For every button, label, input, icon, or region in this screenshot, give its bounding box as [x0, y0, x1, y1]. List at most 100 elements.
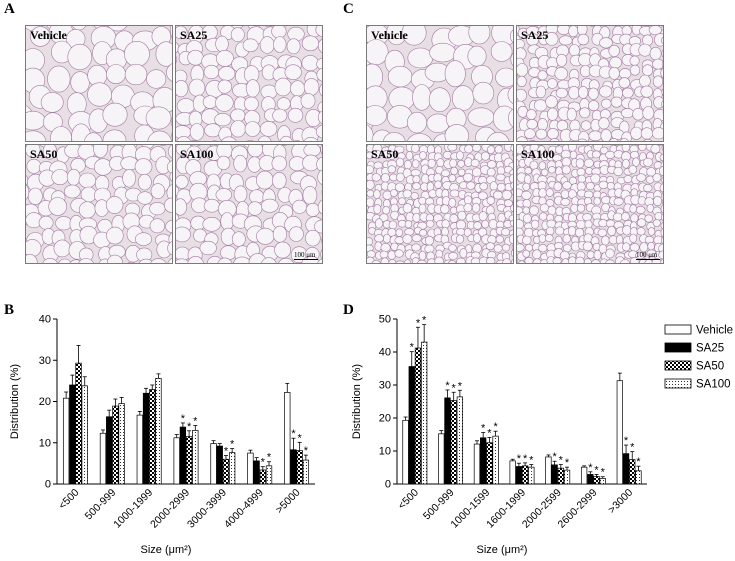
adipocyte-cell: [508, 108, 513, 128]
adipocyte-cell: [372, 149, 382, 159]
y-tick-label: 40: [39, 314, 51, 326]
adipocyte-cell: [395, 157, 405, 167]
adipocyte-cell: [402, 203, 413, 214]
bar-sa50-6: [629, 459, 636, 485]
adipocyte-cell: [259, 121, 278, 137]
image-label: SA50: [371, 147, 399, 161]
adipocyte-cell: [535, 128, 548, 140]
image-label: SA100: [180, 147, 214, 161]
bar-sa100-5: [265, 465, 273, 485]
bar-vehicle-0: [62, 397, 70, 485]
bar-sa50-5: [593, 476, 600, 485]
adipocyte-cell: [479, 182, 488, 191]
adipocyte-cell: [471, 202, 481, 213]
x-tick-label: >3000: [606, 487, 635, 516]
adipocyte-cell: [635, 251, 646, 260]
y-tick-label: 50: [379, 314, 391, 326]
significance-marker: *: [304, 445, 309, 457]
adipocyte-cell: [202, 217, 221, 232]
micrograph-a-sa50: SA50: [25, 144, 173, 264]
adipocyte-cell: [106, 226, 124, 245]
adipocyte-cell: [102, 129, 127, 141]
adipocyte-cell: [588, 87, 599, 100]
adipocyte-cell: [155, 41, 172, 67]
adipocyte-cell: [661, 60, 663, 68]
micrograph-a-vehicle: Vehicle: [25, 25, 173, 142]
significance-marker: *: [181, 413, 186, 425]
significance-marker: *: [445, 380, 450, 392]
adipocyte-cell: [644, 214, 653, 223]
adipocyte-cell: [199, 240, 217, 256]
bar-vehicle-6: [616, 380, 623, 485]
bar-sa25-4: [216, 445, 223, 485]
adipocyte-cell: [524, 167, 532, 175]
bar-sa100-2: [492, 435, 499, 485]
adipocyte-cell: [561, 165, 571, 175]
adipocyte-cell: [317, 199, 322, 215]
bar-sa50-2: [486, 442, 493, 485]
adipocyte-cell: [636, 173, 647, 182]
bar-sa100-1: [456, 396, 464, 485]
adipocyte-cell: [317, 169, 322, 185]
bar-sa50-1: [112, 405, 119, 485]
micrograph-c-vehicle: Vehicle: [366, 25, 514, 142]
adipocyte-cell: [598, 117, 610, 130]
adipocyte-cell: [605, 248, 615, 259]
adipocyte-cell: [233, 256, 252, 263]
adipocyte-cell: [122, 169, 136, 188]
scale-label-a: 100 μm: [294, 251, 316, 259]
adipocyte-cell: [643, 183, 653, 192]
adipocyte-cell: [176, 226, 191, 243]
micrograph-c-sa100: SA100: [516, 144, 664, 264]
adipocyte-image: [367, 26, 513, 141]
adipocyte-cell: [242, 38, 259, 53]
adipocyte-cell: [216, 155, 231, 170]
adipocyte-cell: [510, 249, 513, 257]
adipocyte-cell: [588, 100, 600, 112]
adipocyte-cell: [546, 78, 558, 89]
adipocyte-cell: [221, 136, 237, 141]
adipocyte-cell: [145, 106, 172, 130]
significance-marker: *: [187, 421, 192, 433]
bar-vehicle-3: [509, 460, 516, 485]
adipocyte-cell: [456, 150, 464, 161]
adipocyte-cell: [643, 157, 654, 167]
adipocyte-cell: [261, 257, 277, 263]
adipocyte-cell: [105, 196, 124, 214]
bar-sa50-4: [222, 458, 230, 485]
bar-sa25-3: [515, 466, 523, 485]
adipocyte-cell: [170, 117, 172, 127]
adipocyte-cell: [579, 107, 591, 119]
y-tick-label: 10: [39, 437, 51, 449]
adipocyte-cell: [510, 204, 513, 212]
adipocyte-cell: [320, 140, 322, 141]
adipocyte-cell: [510, 181, 513, 190]
adipocyte-cell: [189, 123, 205, 141]
adipocyte-cell: [102, 102, 128, 127]
bar-sa100-3: [192, 430, 199, 485]
adipocyte-cell: [632, 157, 640, 167]
bar-sa100-1: [118, 403, 125, 485]
adipocyte-cell: [472, 81, 495, 105]
adipocyte-cell: [58, 258, 72, 263]
adipocyte-cell: [176, 136, 191, 141]
adipocyte-cell: [605, 259, 615, 263]
adipocyte-cell: [486, 196, 496, 205]
adipocyte-cell: [613, 166, 624, 177]
adipocyte-cell: [138, 258, 154, 263]
adipocyte-cell: [463, 203, 473, 213]
significance-marker: *: [452, 382, 457, 394]
significance-marker: *: [193, 415, 198, 427]
adipocyte-cell: [495, 235, 504, 244]
bar-vehicle-4: [545, 456, 552, 485]
bar-sa50-5: [259, 469, 266, 485]
adipocyte-cell: [176, 198, 187, 216]
significance-marker: *: [594, 464, 599, 476]
adipocyte-cell: [544, 234, 554, 243]
adipocyte-cell: [215, 94, 234, 112]
bar-sa25-6: [622, 453, 630, 485]
adipocyte-cell: [137, 191, 153, 205]
adipocyte-cell: [554, 66, 568, 81]
